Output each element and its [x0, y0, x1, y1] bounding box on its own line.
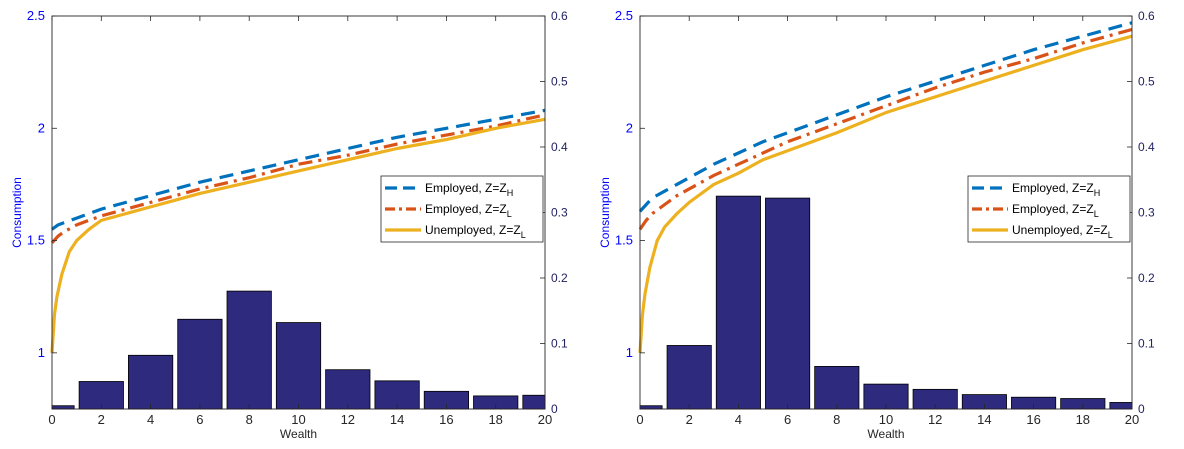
- bar: [639, 405, 663, 410]
- x-tick-label: 4: [147, 412, 154, 427]
- y2-tick-label: 0.4: [551, 140, 568, 154]
- x-tick-label: 16: [439, 412, 453, 427]
- y2-tick-label: 0.2: [1138, 271, 1155, 285]
- line-series-3: [638, 34, 1133, 353]
- bar: [325, 369, 371, 410]
- y-axis-label: Consumption: [598, 177, 612, 248]
- x-tick-label: 20: [1125, 412, 1139, 427]
- y-tick-label: 2: [626, 120, 633, 135]
- y2-tick-label: 0.5: [1138, 75, 1155, 89]
- legend: Employed, Z=ZH Employed, Z=ZL Unemployed, …: [967, 175, 1131, 243]
- y-tick-label: 2: [38, 120, 45, 135]
- legend: Employed, Z=ZH Employed, Z=ZL Unemployed, …: [380, 175, 544, 243]
- line-series-1: [51, 108, 546, 231]
- bar: [1109, 402, 1133, 410]
- line-series-3: [50, 117, 546, 353]
- x-tick-label: 8: [833, 412, 840, 427]
- legend-entry-label: Unemployed, Z=ZL: [425, 223, 526, 240]
- y-axis-left: 1 1.5 2 2.5: [27, 8, 57, 360]
- x-tick-label: 12: [928, 412, 942, 427]
- legend-entry-label: Unemployed, Z=ZL: [1012, 223, 1113, 240]
- x-axis: 0 2 4 6 8 10 12 14 16 18 20: [636, 16, 1139, 427]
- x-tick-label: 18: [488, 412, 502, 427]
- line-series-1: [638, 21, 1133, 213]
- chart-panel-2: 0 2 4 6 8 10 12 14 16 18 20 Wealth 1 1.5 2 2.5 Consumpti…: [598, 8, 1155, 441]
- bar: [765, 197, 811, 410]
- y-axis-right: 0 0.1 0.2 0.3 0.4 0.5 0.6: [1127, 9, 1155, 416]
- y-axis-left: 1 1.5 2 2.5: [615, 8, 645, 360]
- x-tick-label: 20: [538, 412, 552, 427]
- y2-tick-label: 0.1: [1138, 337, 1155, 351]
- bar: [522, 394, 546, 410]
- y-axis-right: 0 0.1 0.2 0.3 0.4 0.5 0.6: [540, 9, 568, 416]
- x-tick-label: 14: [390, 412, 404, 427]
- legend-entry-subscript: H: [1094, 188, 1101, 198]
- y2-tick-label: 0.1: [551, 337, 568, 351]
- y2-tick-label: 0: [551, 402, 558, 416]
- x-tick-label: 18: [1076, 412, 1090, 427]
- y-tick-label: 2.5: [27, 8, 45, 23]
- x-tick-label: 10: [291, 412, 305, 427]
- bar: [177, 318, 223, 410]
- x-tick-label: 4: [735, 412, 742, 427]
- legend-entry-label: Employed, Z=ZH: [425, 181, 513, 198]
- y2-tick-label: 0.6: [551, 9, 568, 23]
- x-tick-label: 14: [977, 412, 991, 427]
- bar: [226, 290, 272, 410]
- y2-tick-label: 0.3: [1138, 206, 1155, 220]
- x-tick-label: 2: [98, 412, 105, 427]
- bar-series: [51, 290, 546, 410]
- legend-entry-subscript: L: [1094, 209, 1099, 219]
- x-tick-label: 6: [784, 412, 791, 427]
- y2-tick-label: 0.5: [551, 75, 568, 89]
- legend-entry-subscript: L: [1108, 230, 1113, 240]
- legend-entry-subscript: L: [521, 230, 526, 240]
- bar: [666, 345, 712, 410]
- x-tick-label: 6: [196, 412, 203, 427]
- y2-tick-label: 0: [1138, 402, 1145, 416]
- x-axis-label: Wealth: [867, 427, 904, 441]
- y2-tick-label: 0.6: [1138, 9, 1155, 23]
- y-tick-label: 1.5: [27, 233, 45, 248]
- x-tick-label: 0: [48, 412, 55, 427]
- bar: [275, 322, 322, 410]
- legend-entry-label: Employed, Z=ZH: [1012, 181, 1100, 198]
- y2-tick-label: 0.2: [551, 271, 568, 285]
- x-tick-label: 16: [1026, 412, 1040, 427]
- legend-entry-label: Employed, Z=ZL: [1012, 202, 1099, 219]
- x-axis: 0 2 4 6 8 10 12 14 16 18 20: [48, 16, 552, 427]
- line-series-2: [638, 27, 1133, 231]
- legend-entry-subscript: L: [507, 209, 512, 219]
- y-axis-label: Consumption: [10, 177, 24, 248]
- bar: [51, 405, 75, 410]
- bar: [715, 195, 761, 410]
- y2-tick-label: 0.3: [551, 206, 568, 220]
- x-tick-label: 12: [341, 412, 355, 427]
- line-series-2: [50, 113, 546, 244]
- y-tick-label: 1: [626, 345, 633, 360]
- bar: [814, 366, 860, 410]
- x-tick-label: 10: [879, 412, 893, 427]
- y-tick-label: 1.5: [615, 233, 633, 248]
- x-tick-label: 8: [246, 412, 253, 427]
- legend-entry-subscript: H: [507, 188, 514, 198]
- legend-entry-label: Employed, Z=ZL: [425, 202, 512, 219]
- chart-panel-1: 0 2 4 6 8 10 12 14 16 18 20 Wealth 1 1.5 2 2.5 Consumpti…: [10, 8, 568, 441]
- y-tick-label: 1: [38, 345, 45, 360]
- bar: [128, 354, 174, 410]
- x-axis-label: Wealth: [280, 427, 317, 441]
- x-tick-label: 0: [636, 412, 643, 427]
- y2-tick-label: 0.4: [1138, 140, 1155, 154]
- x-tick-label: 2: [686, 412, 693, 427]
- y-tick-label: 2.5: [615, 8, 633, 23]
